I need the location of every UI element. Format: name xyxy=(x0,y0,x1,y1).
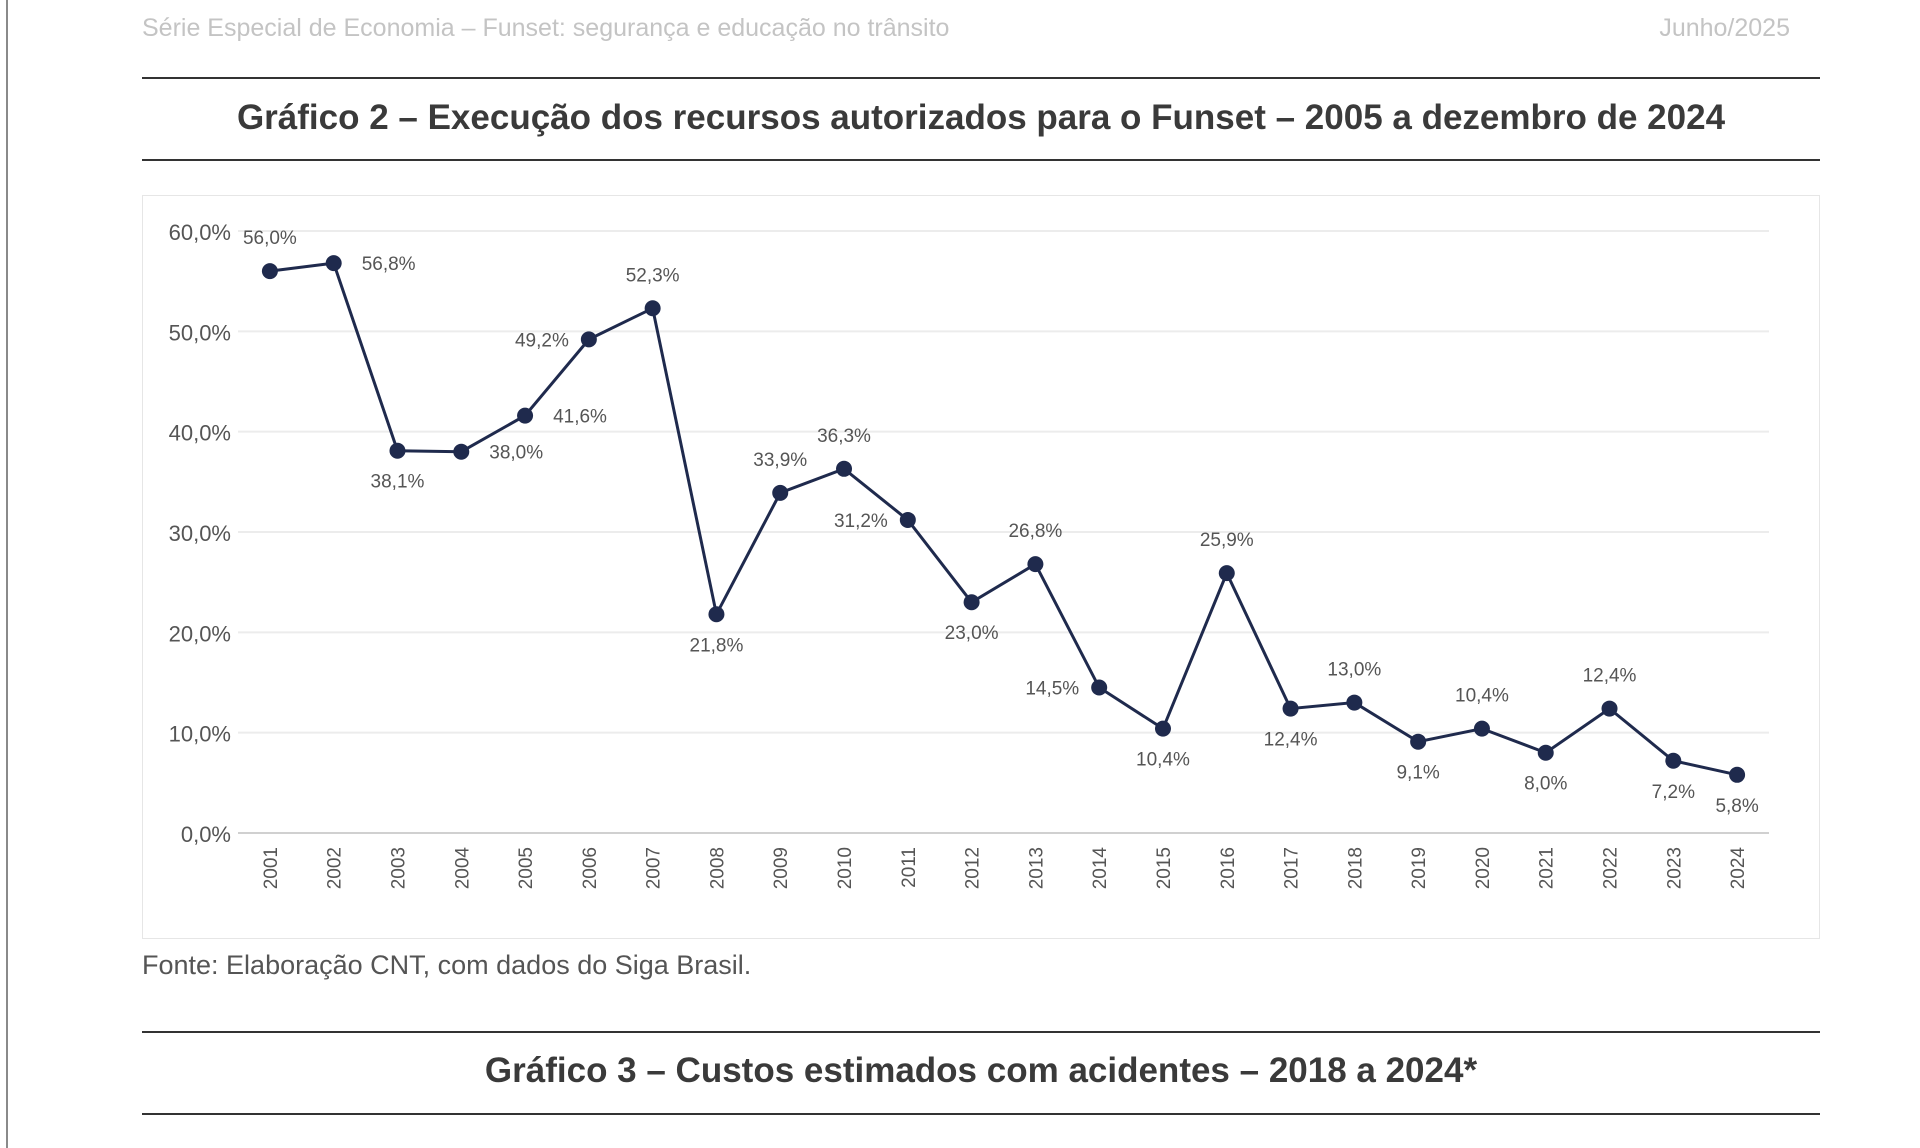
data-point xyxy=(1346,694,1363,711)
page-left-border xyxy=(6,0,8,1148)
figure3-bottom-rule xyxy=(142,1113,1820,1115)
data-point xyxy=(1665,752,1682,769)
data-label: 13,0% xyxy=(1327,660,1381,681)
x-tick-label: 2006 xyxy=(580,847,601,889)
x-tick-label: 2001 xyxy=(261,847,282,889)
x-tick-label: 2013 xyxy=(1026,847,1047,889)
data-label: 10,4% xyxy=(1455,686,1509,707)
y-tick-label: 50,0% xyxy=(169,320,231,345)
data-point xyxy=(708,606,725,623)
y-tick-label: 60,0% xyxy=(169,220,231,245)
data-label: 14,5% xyxy=(1025,679,1079,700)
data-point xyxy=(1027,556,1044,573)
x-tick-label: 2024 xyxy=(1728,847,1749,890)
data-point xyxy=(261,263,278,280)
data-point xyxy=(1729,766,1746,783)
data-point xyxy=(1410,733,1427,750)
data-point xyxy=(325,255,342,272)
grid-lines xyxy=(238,230,1769,834)
x-tick-label: 2010 xyxy=(835,847,856,889)
data-label: 38,1% xyxy=(371,472,425,493)
data-point xyxy=(644,300,661,317)
data-point xyxy=(899,511,916,528)
x-tick-label: 2015 xyxy=(1154,847,1175,889)
data-label: 36,3% xyxy=(817,426,871,447)
data-label: 56,0% xyxy=(243,228,297,249)
x-tick-label: 2005 xyxy=(516,847,537,889)
x-tick-label: 2002 xyxy=(325,847,346,889)
data-labels: 56,0% 56,8% 38,1% 38,0% 41,6% 49,2% 52,3% 21,8%… xyxy=(243,228,1759,817)
y-tick-label: 40,0% xyxy=(169,421,231,446)
x-tick-label: 2003 xyxy=(388,847,409,889)
data-label: 21,8% xyxy=(690,635,744,656)
data-label: 56,8% xyxy=(362,254,416,275)
header-date: Junho/2025 xyxy=(1659,14,1790,42)
figure2-source: Fonte: Elaboração CNT, com dados do Siga… xyxy=(142,950,752,980)
x-tick-label: 2020 xyxy=(1473,847,1494,889)
x-axis-tick-labels: 2001 2002 2003 2004 2005 2006 2007 2008 2009 2010… xyxy=(261,847,1749,890)
data-point xyxy=(1091,679,1108,696)
data-label: 23,0% xyxy=(945,623,999,644)
data-point xyxy=(1601,700,1618,717)
data-label: 7,2% xyxy=(1652,782,1695,803)
series-line xyxy=(269,261,1738,777)
x-tick-label: 2021 xyxy=(1537,847,1558,889)
x-tick-label: 2023 xyxy=(1664,847,1685,889)
x-tick-label: 2014 xyxy=(1090,847,1111,890)
data-label: 41,6% xyxy=(553,407,607,428)
data-label: 31,2% xyxy=(834,511,888,532)
data-point xyxy=(963,594,980,611)
x-tick-label: 2018 xyxy=(1345,847,1366,889)
x-tick-label: 2017 xyxy=(1282,847,1303,889)
data-label: 52,3% xyxy=(626,265,680,286)
line-chart: 0,0%10,0%20,0%30,0%40,0%50,0%60,0% 2001 2… xyxy=(169,220,1769,890)
data-label: 26,8% xyxy=(1008,521,1062,542)
x-tick-label: 2011 xyxy=(899,847,920,888)
x-tick-label: 2004 xyxy=(452,847,473,890)
x-tick-label: 2019 xyxy=(1409,847,1430,889)
data-point xyxy=(1154,720,1171,737)
data-point xyxy=(836,460,853,477)
x-tick-label: 2009 xyxy=(771,847,792,889)
y-tick-label: 10,0% xyxy=(169,722,231,747)
figure2-title: Gráfico 2 – Execução dos recursos autori… xyxy=(236,98,1726,137)
header-series: Série Especial de Economia – Funset: seg… xyxy=(142,14,950,42)
data-points xyxy=(261,255,1746,783)
x-tick-label: 2022 xyxy=(1601,847,1622,889)
data-label: 49,2% xyxy=(515,330,569,351)
y-tick-label: 20,0% xyxy=(169,621,231,646)
y-tick-label: 0,0% xyxy=(181,822,231,847)
data-label: 12,4% xyxy=(1583,666,1637,687)
data-label: 38,0% xyxy=(489,443,543,464)
data-point xyxy=(389,442,406,459)
y-tick-label: 30,0% xyxy=(169,521,231,546)
data-point xyxy=(580,331,597,348)
x-tick-label: 2016 xyxy=(1218,847,1239,889)
data-point xyxy=(453,443,470,460)
chart-container: 0,0% 10,0% 20,0% 30,0% 40,0% 50,0% 60,0% 2001 2… xyxy=(142,195,1820,939)
data-point xyxy=(1473,720,1490,737)
data-label: 5,8% xyxy=(1715,796,1758,817)
data-label: 8,0% xyxy=(1524,774,1567,795)
data-point xyxy=(1282,700,1299,717)
data-label: 9,1% xyxy=(1396,763,1439,784)
title-bottom-rule xyxy=(142,159,1820,161)
data-label: 33,9% xyxy=(753,450,807,471)
x-tick-label: 2012 xyxy=(963,847,984,889)
title-top-rule xyxy=(142,77,1820,79)
data-label: 25,9% xyxy=(1200,530,1254,551)
y-axis-tick-labels: 0,0% 10,0% 20,0% 30,0% 40,0% 50,0% 60,0% xyxy=(169,220,231,847)
data-point xyxy=(1218,565,1235,582)
data-point xyxy=(772,484,789,501)
figure3-title: Gráfico 3 – Custos estimados com acident… xyxy=(484,1051,1478,1090)
x-tick-label: 2007 xyxy=(644,847,665,889)
figure3-top-rule xyxy=(142,1031,1820,1033)
data-label: 12,4% xyxy=(1264,730,1318,751)
data-point xyxy=(1537,744,1554,761)
x-tick-label: 2008 xyxy=(707,847,728,889)
data-label: 10,4% xyxy=(1136,750,1190,771)
data-point xyxy=(517,407,534,424)
